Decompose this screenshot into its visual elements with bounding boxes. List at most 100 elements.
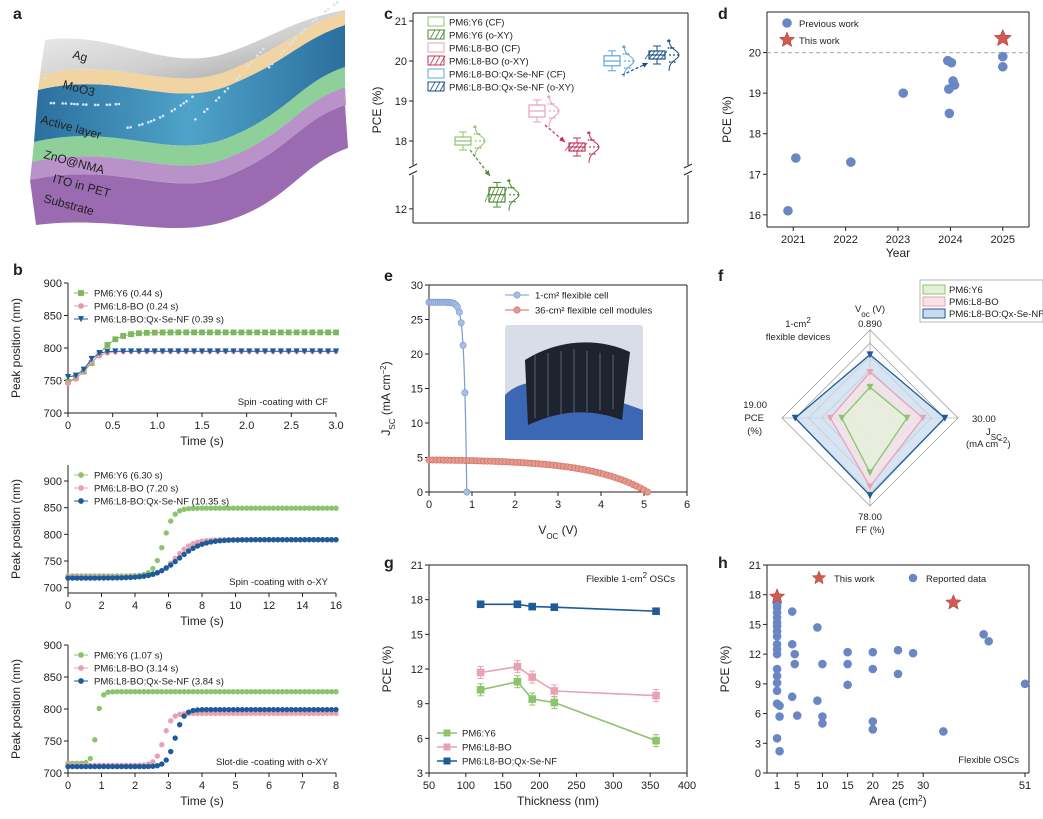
panel-c-data-point: [673, 54, 675, 56]
panel-b3-data-point: [221, 689, 228, 695]
active-layer-dots: [43, 1, 339, 129]
panel-c-distribution: [623, 44, 635, 78]
panel-b2-data-point: [257, 537, 263, 543]
panel-c-data-point: [587, 139, 590, 141]
active-layer-dot: [194, 118, 197, 121]
panel-b1-legend-marker: [77, 316, 85, 323]
panel-c-data-point: [552, 103, 555, 105]
panel-b2-data-point: [293, 505, 299, 511]
panel-b3-data-point: [235, 689, 241, 695]
panel-b2-data-point: [230, 537, 236, 543]
panel-b3-data-point: [239, 689, 245, 695]
active-layer-dot: [247, 64, 250, 67]
panel-c-y-label: PCE (%): [370, 87, 384, 134]
panel-b2-data-point: [190, 545, 196, 551]
panel-c-data-point: [512, 186, 515, 189]
panel-b3-data-point: [185, 689, 192, 695]
panel-c-data-point: [513, 193, 515, 196]
panel-b1-series-2: [64, 348, 340, 381]
panel-e-legend-label: 1-cm² flexible cell: [535, 291, 608, 302]
panel-g-annotation: Flexible 1-cm2 OSCs: [586, 571, 675, 586]
panel-b2-x-tick-label: 4: [132, 600, 138, 612]
panel-b3-data-point: [141, 689, 147, 695]
panel-b3-data-point: [199, 707, 205, 713]
panel-b2-data-point: [275, 536, 281, 543]
panel-g-data-point: [528, 673, 537, 681]
panel-b3-data-point: [87, 755, 94, 762]
panel-b2-data-point: [159, 567, 165, 574]
panel-g-data-point: [652, 736, 660, 745]
panel-c-data-point: [483, 140, 485, 142]
panel-b2-data-point: [176, 555, 183, 561]
panel-b2-data-point: [275, 505, 281, 511]
panel-b3-data-point: [92, 737, 98, 743]
panel-b1-legend-marker: [78, 290, 84, 296]
panel-f-legend-label: PM6:Y6: [949, 285, 983, 296]
panel-e-y-tick-label: 20: [411, 349, 423, 361]
panel-c-data-point: [479, 140, 481, 142]
panel-c-data-point: [550, 103, 552, 105]
panel-b2-data-point: [243, 537, 250, 543]
panel-c-data-point: [508, 200, 511, 203]
active-layer-dot: [324, 10, 327, 13]
active-layer-dot: [250, 61, 253, 64]
panel-b2-data-point: [105, 575, 111, 581]
panel-c-legend-hatch: [429, 29, 436, 40]
panel-b3-data-point: [248, 706, 254, 713]
active-layer-dot: [179, 104, 182, 107]
panel-h-data-point: [818, 712, 827, 721]
active-layer-dot: [270, 62, 274, 66]
panel-b1-legend-label: PM6:L8-BO (0.24 s): [94, 302, 178, 313]
panel-b3-y-label: Peak position (nm): [9, 659, 23, 759]
panel-g-x-tick-label: 250: [567, 780, 585, 792]
panel-b2-data-point: [284, 505, 290, 511]
panel-c-data-point: [557, 110, 559, 112]
panel-d-data-point: [946, 57, 957, 68]
panel-c-legend-hatch: [439, 81, 446, 92]
panel-b3-data-point: [194, 689, 201, 695]
active-layer-dot: [191, 95, 194, 98]
panel-b3-data-point: [176, 721, 183, 728]
panel-g-y-tick-label: 3: [417, 768, 423, 780]
panel-b3-data-point: [172, 689, 178, 695]
panel-b2-data-point: [176, 508, 183, 514]
panel-b3-data-point: [65, 763, 71, 770]
panel-b2-y-tick-label: 900: [44, 476, 62, 488]
panel-h-data-point: [772, 686, 782, 696]
panel-b3-legend-label: PM6:Y6 (1.07 s): [94, 651, 163, 662]
panel-c-legend-hatch: [434, 55, 441, 66]
panel-h-data-point: [908, 648, 918, 658]
panel-h-data-point: [775, 712, 784, 721]
panel-g-y-tick-label: 12: [411, 664, 423, 676]
panel-b2-data-point: [333, 536, 339, 543]
panel-b1-x-tick-label: 1.5: [194, 420, 209, 432]
panel-f-data-point: [866, 368, 874, 376]
panel-h-data-point: [772, 600, 782, 609]
panel-b3-data-point: [154, 689, 161, 695]
panel-b3-data-point: [190, 707, 196, 714]
panel-b3-data-point: [69, 763, 76, 770]
panel-g-y-tick-label: 15: [411, 629, 423, 641]
panel-b3-data-point: [159, 689, 165, 695]
panel-h-y-tick-label: 12: [749, 649, 761, 661]
active-layer-dot: [267, 66, 271, 69]
active-layer-dot: [294, 37, 298, 40]
panel-b3-data-point: [302, 706, 308, 713]
panel-h-data-point: [868, 725, 878, 734]
panel-c-data-point: [553, 110, 555, 112]
panel-e-y-tick-label: 30: [411, 280, 423, 292]
panel-c-distribution: [474, 124, 486, 158]
panel-d-x-tick-label: 2024: [938, 234, 962, 246]
panel-d-x-tick-label: 2025: [991, 234, 1015, 246]
panel-d-data-point: [997, 51, 1008, 62]
panel-b3-legend-label: PM6:L8-BO:Qx-Se-NF (3.84 s): [94, 677, 224, 688]
panel-b2-y-tick-label: 750: [44, 556, 62, 568]
panel-b2-data-point: [235, 537, 241, 543]
active-layer-dot: [138, 123, 141, 127]
panel-b3-data-point: [74, 763, 80, 770]
panel-b2-data-point: [78, 575, 85, 581]
panel-b3-data-point: [284, 706, 290, 713]
panel-b3-data-point: [145, 689, 152, 695]
panel-b3-data-point: [114, 689, 120, 695]
